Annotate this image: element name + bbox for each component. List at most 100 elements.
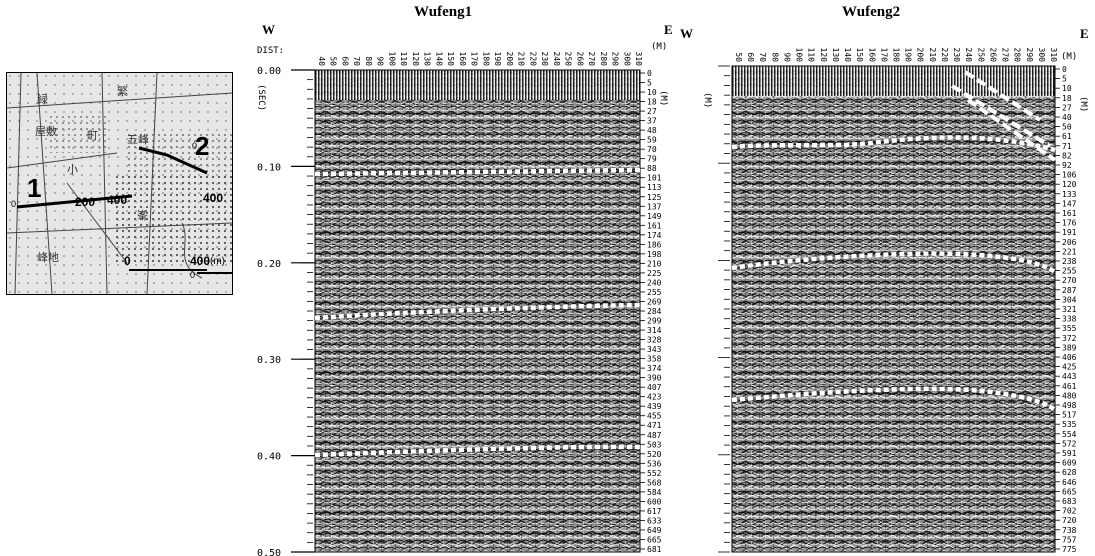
line1-tick-400: 400 — [107, 193, 128, 207]
dipping-event-2 — [950, 84, 1052, 148]
distance-tick-label: 250 — [564, 52, 573, 67]
depth-tick-label: 88 — [647, 164, 657, 173]
section1-dist-unit: (M) — [651, 42, 668, 52]
depth-tick-label: 757 — [1062, 535, 1077, 544]
depth-tick-label: 221 — [1062, 247, 1077, 256]
depth-tick-label: 161 — [647, 221, 662, 230]
shallow-band — [315, 70, 640, 100]
depth-tick-label: 113 — [647, 183, 662, 192]
distance-tick-label: 210 — [928, 48, 937, 63]
section1-title: Wufeng1 — [414, 4, 473, 20]
depth-tick-label: 535 — [1062, 420, 1077, 429]
section1-right-direction: E — [664, 22, 673, 37]
depth-tick-label: 321 — [1062, 305, 1077, 314]
svg-text:峯: 峯 — [137, 209, 148, 222]
depth-tick-label: 406 — [1062, 353, 1077, 362]
depth-tick-label: 125 — [647, 193, 662, 202]
distance-tick-label: 100 — [795, 48, 804, 63]
depth-tick-label: 27 — [1062, 103, 1072, 112]
dipping-event-1 — [963, 70, 1042, 122]
distance-tick-label: 210 — [517, 52, 526, 67]
depth-tick-label: 584 — [647, 488, 662, 497]
depth-tick-label: 665 — [647, 535, 662, 544]
distance-tick-label: 160 — [458, 52, 467, 67]
depth-tick-label: 18 — [1062, 94, 1072, 103]
scale-bar — [129, 269, 207, 271]
depth-tick-label: 520 — [647, 450, 662, 459]
svg-text:緑: 緑 — [37, 92, 48, 106]
depth-tick-label: 225 — [647, 269, 662, 278]
section2-dist-unit: (M) — [1061, 52, 1078, 62]
distance-tick-label: 190 — [493, 52, 502, 67]
distance-tick-label: 190 — [904, 48, 913, 63]
depth-tick-label: 617 — [647, 507, 662, 516]
depth-tick-label: 48 — [647, 126, 657, 135]
distance-tick-label: 300 — [622, 52, 631, 67]
svg-text:屋敷: 屋敷 — [35, 124, 57, 138]
distance-tick-label: 270 — [587, 52, 596, 67]
horizon-3-wufeng2 — [731, 386, 1057, 412]
section2-left-direction: W — [680, 26, 693, 41]
depth-tick-label: 480 — [1062, 391, 1077, 400]
depth-tick-label: 133 — [1062, 190, 1077, 199]
depth-tick-label: 517 — [1062, 411, 1077, 420]
depth-tick-label: 50 — [1062, 123, 1072, 132]
horizon-2-wufeng1 — [314, 302, 641, 321]
distance-tick-label: 290 — [1025, 48, 1034, 63]
svg-text:町: 町 — [87, 130, 98, 142]
scale-zero: 0 — [124, 254, 131, 268]
distance-tick-label: 50 — [734, 52, 743, 62]
distance-tick-label: 180 — [481, 52, 490, 67]
distance-tick-label: 60 — [746, 52, 755, 62]
depth-tick-label: 82 — [1062, 151, 1072, 160]
line2-tick-400: 400 — [203, 191, 224, 205]
depth-tick-label: 374 — [647, 364, 662, 373]
distance-tick-label: 40 — [317, 56, 326, 66]
distance-tick-label: 100 — [387, 52, 396, 67]
depth-tick-label: 591 — [1062, 449, 1077, 458]
depth-tick-label: 338 — [1062, 315, 1077, 324]
svg-text:小: 小 — [67, 163, 78, 176]
distance-tick-label: 310 — [1049, 48, 1058, 63]
depth-tick-label: 775 — [1062, 545, 1077, 554]
distance-tick-label: 80 — [770, 52, 779, 62]
distance-tick-label: 240 — [964, 48, 973, 63]
distance-tick-label: 110 — [399, 52, 408, 67]
section2-title: Wufeng2 — [842, 4, 901, 20]
depth-tick-label: 92 — [1062, 161, 1072, 170]
depth-tick-label: 106 — [1062, 171, 1077, 180]
depth-tick-label: 210 — [647, 259, 662, 268]
line1-tick-200: 200 — [75, 195, 96, 209]
section2-panel: 50 60 70 80 90 100 110 120 130 140 150 160 170 180 190… — [731, 48, 1077, 554]
depth-tick-label: 299 — [647, 317, 662, 326]
distance-tick-label: 220 — [940, 48, 949, 63]
distance-tick-label: 240 — [552, 52, 561, 67]
section1-dist-label: DIST: — [257, 46, 285, 56]
depth-tick-label: 738 — [1062, 526, 1077, 535]
distance-tick-label: 120 — [411, 52, 420, 67]
depth-tick-label: 71 — [1062, 142, 1072, 151]
distance-tick-label: 150 — [855, 48, 864, 63]
distance-tick-label: 310 — [634, 52, 643, 67]
time-tick-label: 0.40 — [257, 452, 281, 463]
distance-tick-label: 110 — [807, 48, 816, 63]
depth-tick-label: 343 — [647, 345, 662, 354]
depth-tick-label: 304 — [1062, 295, 1077, 304]
depth-tick-label: 287 — [1062, 286, 1077, 295]
distance-tick-label: 290 — [611, 52, 620, 67]
depth-tick-label: 137 — [647, 202, 662, 211]
svg-text:0: 0 — [190, 270, 195, 280]
depth-tick-label: 572 — [1062, 439, 1077, 448]
time-tick-label: 0.10 — [257, 162, 281, 173]
depth-tick-label: 702 — [1062, 507, 1077, 516]
time-tick-label: 0.00 — [257, 66, 281, 77]
distance-tick-label: 130 — [831, 48, 840, 63]
horizon-3-wufeng1 — [314, 444, 641, 458]
depth-tick-label: 407 — [647, 383, 662, 392]
depth-tick-label: 328 — [647, 336, 662, 345]
depth-tick-label: 198 — [647, 250, 662, 259]
depth-tick-label: 176 — [1062, 219, 1077, 228]
distance-tick-label: 130 — [423, 52, 432, 67]
